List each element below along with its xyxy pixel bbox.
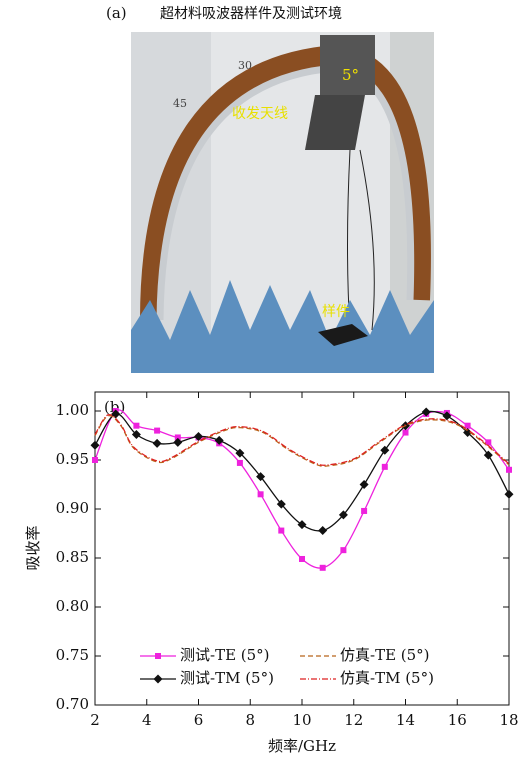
x-tick-label: 14 <box>396 711 415 729</box>
marker <box>380 445 390 455</box>
marker <box>235 448 245 458</box>
marker <box>152 438 162 448</box>
y-tick-label: 0.70 <box>56 695 89 713</box>
antenna-label: 收发天线 <box>232 106 288 122</box>
x-tick-label: 4 <box>142 711 152 729</box>
marker <box>464 422 471 429</box>
sample-label: 样件 <box>322 304 350 320</box>
x-tick-label: 8 <box>245 711 255 729</box>
marker <box>402 429 409 436</box>
x-tick-label: 16 <box>448 711 467 729</box>
marker <box>174 434 181 441</box>
marker <box>506 466 512 473</box>
marker <box>442 411 452 421</box>
marker <box>92 457 98 463</box>
marker <box>111 409 121 419</box>
photo-title: 超材料吸波器样件及测试环境 <box>160 6 342 22</box>
legend-label: 仿真-TE (5°) <box>340 646 430 664</box>
series-line <box>94 414 510 467</box>
marker <box>154 427 161 434</box>
y-tick-label: 0.80 <box>56 597 89 615</box>
y-tick-label: 0.95 <box>56 450 89 468</box>
scale-label: 45 <box>173 97 187 110</box>
marker <box>278 527 285 534</box>
marker <box>318 526 328 536</box>
marker <box>483 450 493 460</box>
series-line <box>94 414 510 466</box>
marker <box>297 520 307 530</box>
x-tick-label: 10 <box>292 711 311 729</box>
y-tick-label: 0.75 <box>56 646 89 664</box>
marker <box>359 480 369 489</box>
x-tick-label: 6 <box>194 711 204 729</box>
panel-label: (a) <box>106 4 127 22</box>
y-tick-label: 1.00 <box>56 401 89 419</box>
marker <box>194 431 203 441</box>
y-axis-label: 吸收率 <box>24 525 42 570</box>
x-tick-label: 12 <box>344 711 363 729</box>
marker <box>463 428 473 438</box>
x-tick-label: 18 <box>499 711 518 729</box>
marker <box>421 407 431 417</box>
legend-label: 测试-TM (5°) <box>180 669 274 687</box>
legend-marker <box>155 653 161 659</box>
marker <box>504 489 514 499</box>
marker <box>131 430 141 440</box>
y-tick-label: 0.85 <box>56 548 89 566</box>
marker <box>485 439 492 446</box>
x-tick-label: 2 <box>90 711 100 729</box>
legend-label: 测试-TE (5°) <box>180 646 270 664</box>
marker <box>381 463 388 470</box>
scale-label: 30 <box>238 59 252 72</box>
photo: 45 30 5° 收发天线 样件 <box>131 32 434 373</box>
marker <box>90 440 100 450</box>
marker <box>361 507 368 514</box>
marker <box>340 547 347 554</box>
marker <box>173 437 183 447</box>
marker <box>133 422 140 429</box>
angle-label: 5° <box>342 66 359 84</box>
marker <box>338 510 348 520</box>
legend-label: 仿真-TM (5°) <box>340 669 434 687</box>
x-axis-label: 频率/GHz <box>268 737 336 755</box>
marker <box>214 435 224 445</box>
marker <box>257 491 264 498</box>
y-tick-label: 0.90 <box>56 499 89 517</box>
marker <box>276 499 286 509</box>
marker <box>236 459 243 466</box>
legend-marker <box>153 674 163 684</box>
marker <box>256 472 266 482</box>
marker <box>299 555 305 562</box>
marker <box>319 564 326 571</box>
panel-label: (b) <box>104 398 125 416</box>
